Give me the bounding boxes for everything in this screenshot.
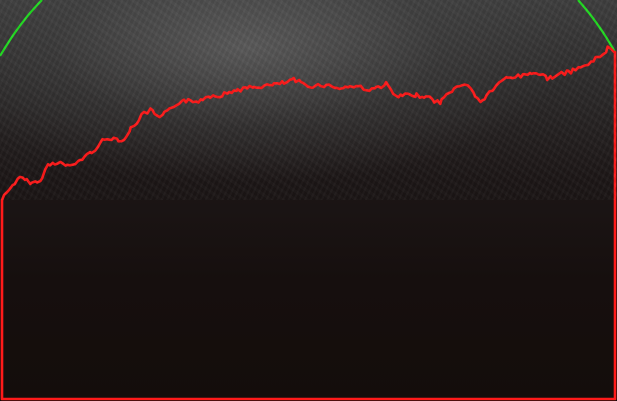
reference-arc-left (0, 0, 43, 57)
reference-arc-right (577, 0, 616, 53)
boundary-contour (0, 45, 617, 401)
